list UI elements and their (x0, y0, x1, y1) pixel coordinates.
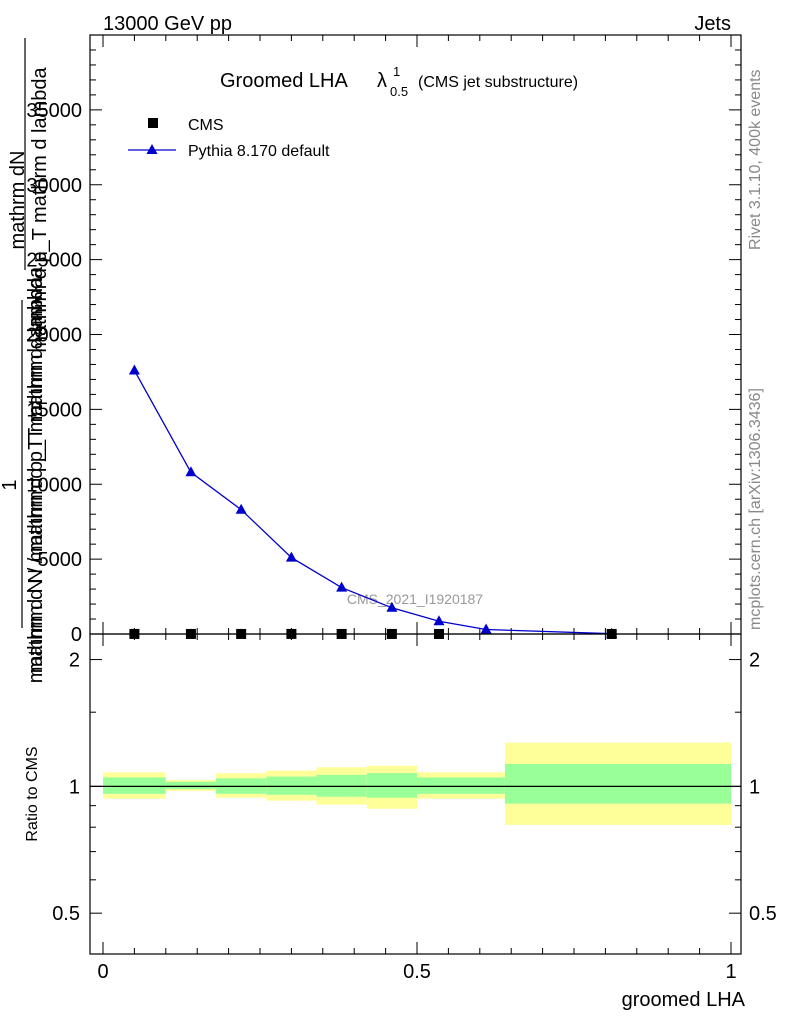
header-right: Jets (694, 13, 731, 35)
title-main: Groomed LHA (220, 70, 348, 92)
y-tick-label: 15000 (26, 399, 82, 421)
y-tick-label: 10000 (26, 474, 82, 496)
ratio-y-tick-label: 2 (69, 650, 80, 672)
legend-pythia-marker (146, 144, 158, 154)
ratio-inner-band (366, 773, 417, 798)
y-tick-label: 35000 (26, 100, 82, 122)
ratio-x-axis: 0 0.5 1 (97, 634, 737, 983)
ratio-y-tick-label: 0.5 (52, 903, 80, 925)
ratio-inner-band (103, 777, 166, 794)
ratio-y-tick-label-right: 2 (749, 650, 760, 672)
ratio-y-tick-label: 1 (69, 776, 80, 798)
pythia-point (386, 601, 398, 612)
ratio-inner-band (266, 776, 317, 795)
ratio-plot-frame (89, 633, 742, 955)
x-tick-label: 1 (725, 961, 736, 983)
title-suffix: (CMS jet substructure) (418, 74, 578, 91)
pythia-point (128, 364, 140, 375)
main-x-ticks (102, 35, 732, 634)
pythia-point (235, 503, 247, 514)
ratio-y-axis: 0.5 0.5 1 1 2 2 (52, 650, 777, 926)
pythia-point (480, 623, 492, 634)
y-tick-label: 20000 (26, 325, 82, 347)
x-axis-label: groomed LHA (622, 989, 746, 1011)
ratio-inner-band (504, 764, 731, 804)
pythia-point (433, 615, 445, 626)
legend: CMS Pythia 8.170 default (128, 117, 330, 160)
mcplots-label: mcplots.cern.ch [arXiv:1306.3436] (747, 388, 764, 630)
y-tick-label: 25000 (26, 250, 82, 272)
ylabel-num: mathrm dN (7, 151, 29, 250)
title-sup: 1 (393, 64, 400, 79)
main-plot: 0 5000 10000 15000 20000 25000 30000 35000 CMS_… (26, 34, 742, 646)
x-tick-label: 0 (97, 961, 108, 983)
ratio-plot: 0.5 0.51 12 2 0 0.5 1 Ratio to CMS groomed LH… (24, 633, 777, 1011)
x-tick-label: 0.5 (403, 961, 431, 983)
title-sub: 0.5 (390, 84, 408, 99)
ratio-y-label: Ratio to CMS (24, 746, 41, 841)
ratio-y-tick-label-right: 0.5 (749, 903, 777, 925)
rivet-label: Rivet 3.1.10, 400k events (747, 69, 764, 250)
ylabel-one: 1 (0, 479, 21, 490)
ylabel-long-1: mathrm d N / mathrm d p_T mathrm d lambd… (25, 266, 47, 673)
y-tick-label: 30000 (26, 175, 82, 197)
title-lambda: λ (377, 70, 387, 92)
ratio-inner-band (417, 777, 505, 794)
pythia-point (285, 551, 297, 562)
ratio-inner-band (165, 781, 217, 790)
legend-cms-label: CMS (188, 117, 224, 134)
ratio-y-tick-label-right: 1 (749, 776, 760, 798)
pythia-point (185, 466, 197, 477)
main-y-label: mathrm dN mathrm d p_T mathrm d lambda 1… (0, 38, 51, 683)
header-left: 13000 GeV pp (103, 13, 232, 35)
pythia-point (336, 581, 348, 592)
legend-pythia-label: Pythia 8.170 default (188, 143, 330, 160)
main-y-axis: 0 5000 10000 15000 20000 25000 30000 35000 (26, 49, 741, 646)
y-tick-label: 5000 (38, 549, 83, 571)
plot-title: Groomed LHA λ 1 0.5 (CMS jet substructur… (220, 64, 578, 99)
legend-cms-marker (148, 118, 158, 128)
ratio-bands (103, 742, 731, 825)
y-tick-label: 0 (71, 624, 82, 646)
ylabel-long-2: mathrm d N / mathrm d p_T mathrm d lambd… (25, 276, 47, 683)
ylabel-den: mathrm d p_T mathrm d lambda (29, 66, 51, 352)
watermark: CMS_2021_I1920187 (347, 591, 483, 607)
